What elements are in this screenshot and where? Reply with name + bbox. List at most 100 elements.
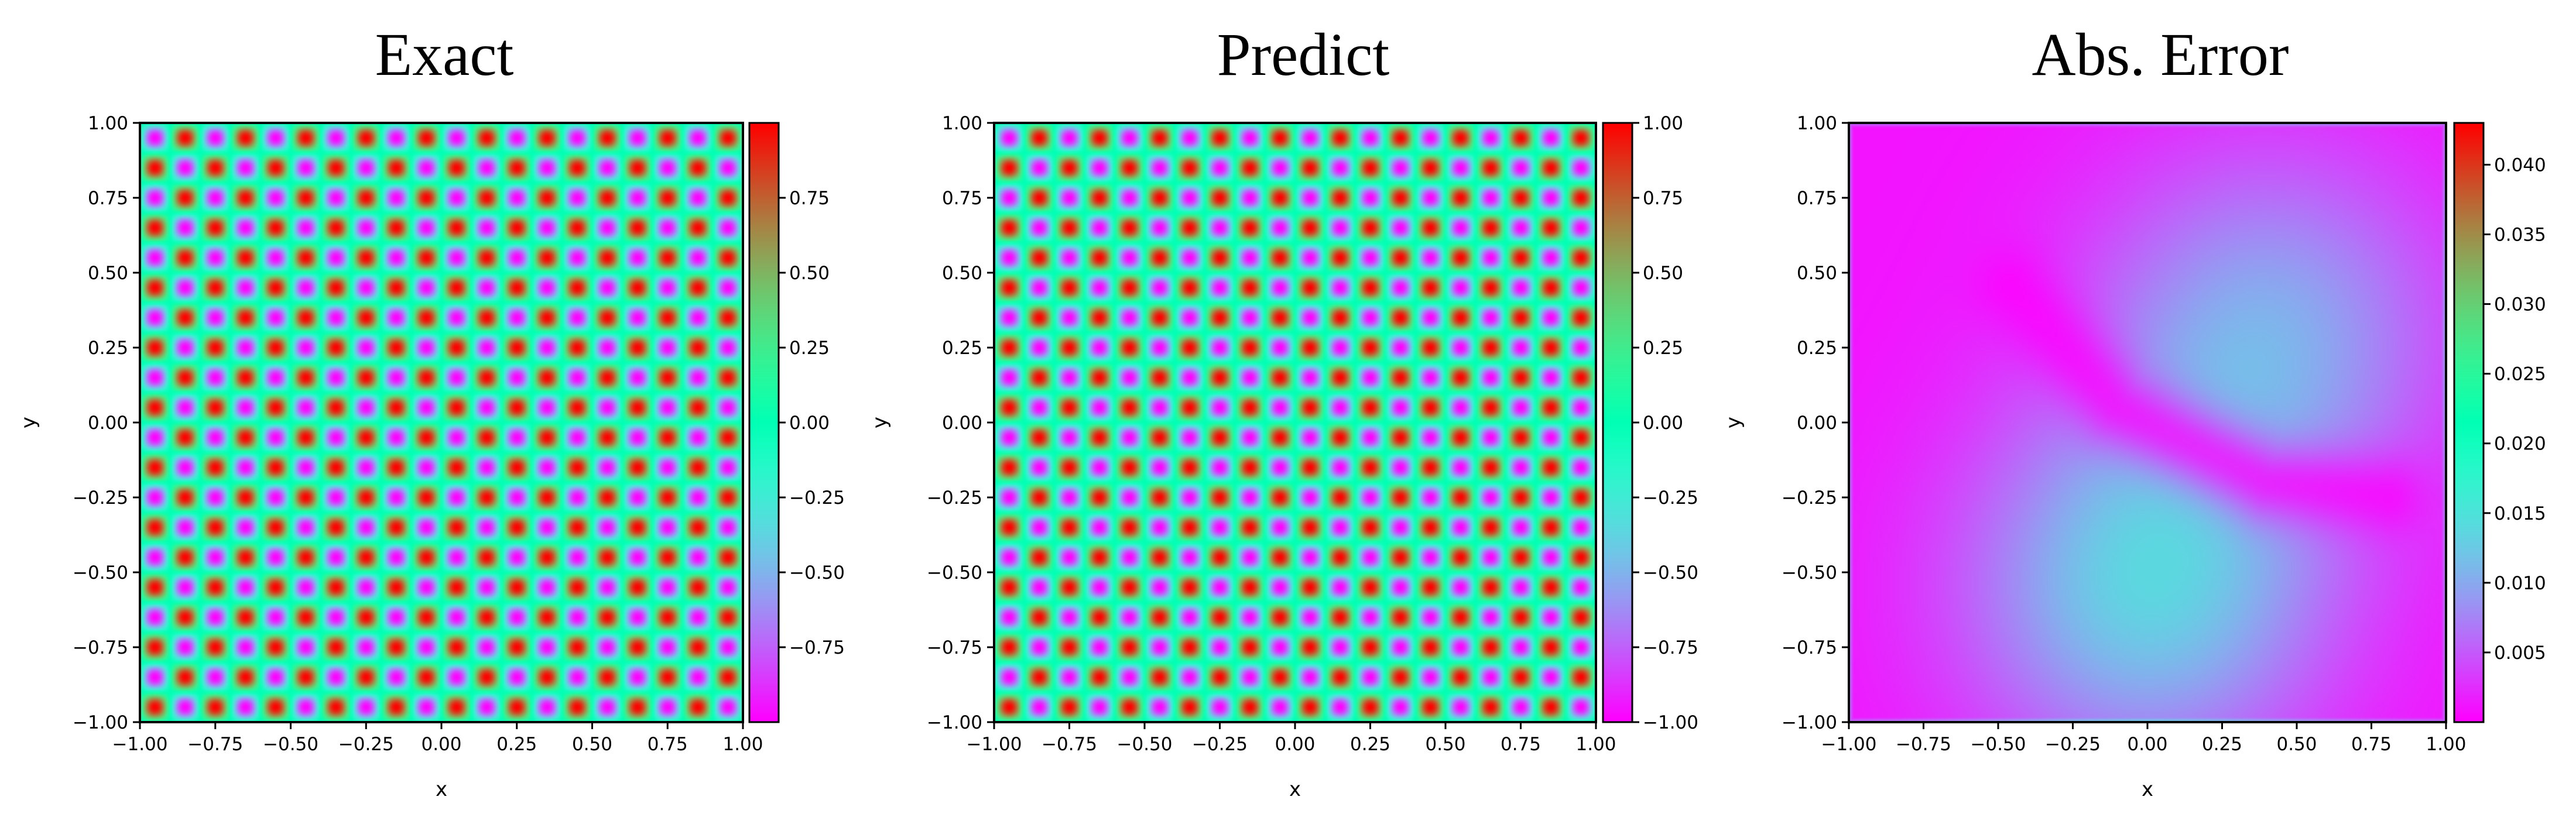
x-tick-label: 0.25 [496,734,537,755]
y-tick-label: 1.00 [1797,113,1837,134]
y-axis-label: y [868,417,892,428]
x-tick-label: 1.00 [1575,734,1616,755]
colorbar-tick-label: 0.25 [789,338,830,359]
colorbar-ticks: 0.040 0.035 0.030 0.025 0.020 0.015 0.010 0.005 [2483,154,2546,664]
x-tick-label: −0.50 [1971,734,2026,755]
y-tick-label: −0.75 [1782,637,1837,658]
x-tick-label: 0.00 [2127,734,2167,755]
y-tick-label: −0.50 [1782,562,1837,583]
y-tick-label: −1.00 [73,712,128,733]
x-tick-label: −0.25 [1192,734,1248,755]
y-tick-label: −1.00 [927,712,982,733]
x-tick-label: −1.00 [1821,734,1877,755]
y-tick-label: 1.00 [942,113,982,134]
x-tick-label: −0.50 [1117,734,1173,755]
x-tick-label: −1.00 [112,734,168,755]
x-axis-label: x [1289,778,1301,801]
x-axis: −1.00 −0.75 −0.50 −0.25 0.00 0.25 0.50 0.75 1.00 [112,722,763,755]
x-tick-label: 0.50 [2276,734,2317,755]
y-tick-label: 0.00 [1797,413,1837,434]
x-tick-label: 1.00 [722,734,763,755]
x-tick-label: 0.25 [1350,734,1390,755]
y-tick-label: 1.00 [88,113,128,134]
x-tick-label: 0.50 [572,734,612,755]
colorbar-tick-label: 0.50 [1643,263,1683,284]
colorbar-tick-label: 0.010 [2494,573,2546,594]
colorbar-ticks: 1.00 0.75 0.50 0.25 0.00 −0.25 −0.50 −0.75 −1.00 [1632,113,1698,733]
y-tick-label: −0.25 [73,487,128,509]
y-tick-label: 0.75 [88,188,128,209]
colorbar-tick-label: 0.005 [2494,643,2546,664]
heatmap-image [140,123,743,722]
y-axis-label: y [1722,417,1745,428]
x-tick-label: −0.25 [338,734,394,755]
heatmap-image [1849,123,2446,722]
panel-title: Abs. Error [2032,21,2289,88]
y-axis: 1.00 0.75 0.50 0.25 0.00 −0.25 −0.50 −0.75 −1.00 [73,113,140,733]
colorbar-tick-label: −0.50 [789,562,845,583]
y-tick-label: −0.50 [927,562,982,583]
y-axis: 1.00 0.75 0.50 0.25 0.00 −0.25 −0.50 −0.75 −1.00 [927,113,994,733]
colorbar-tick-label: 0.75 [1643,188,1683,209]
colorbar-gradient [2454,123,2483,722]
panel-predict: Predict −1.00 −0.75 −0.50 −0.25 0.00 0.25 0.50… [868,21,1698,801]
x-tick-label: −0.75 [1042,734,1097,755]
x-tick-label: −0.25 [2045,734,2101,755]
y-axis-label: y [17,417,40,428]
x-tick-label: 0.75 [648,734,688,755]
y-tick-label: 0.25 [942,338,982,359]
colorbar-tick-label: 0.030 [2494,294,2546,315]
colorbar-tick-label: 0.035 [2494,225,2546,246]
x-tick-label: −0.50 [263,734,318,755]
panel-abs-error: Abs. Error −1.00 −0.75 −0.50 −0.25 0.00 0.25 0… [1722,21,2546,801]
panel-title: Predict [1217,21,1390,88]
colorbar-tick-label: 0.040 [2494,154,2546,176]
x-tick-label: 0.00 [421,734,461,755]
y-tick-label: 0.75 [1797,188,1837,209]
x-tick-label: 0.00 [1275,734,1315,755]
colorbar-tick-label: −0.75 [1643,637,1698,658]
colorbar-tick-label: 0.00 [1643,413,1683,434]
y-tick-label: −1.00 [1782,712,1837,733]
colorbar-tick-label: −1.00 [1643,712,1698,733]
x-axis-label: x [2142,778,2153,801]
x-tick-label: 0.75 [2351,734,2392,755]
y-tick-label: 0.50 [942,263,982,284]
x-tick-label: −0.75 [1896,734,1951,755]
y-tick-label: −0.50 [73,562,128,583]
y-tick-label: 0.50 [88,263,128,284]
colorbar-tick-label: 0.025 [2494,364,2546,385]
y-tick-label: 0.25 [88,338,128,359]
y-tick-label: −0.25 [927,487,982,509]
x-tick-label: 0.25 [2202,734,2242,755]
x-tick-label: 0.50 [1425,734,1465,755]
colorbar-ticks: 0.75 0.50 0.25 0.00 −0.25 −0.50 −0.75 [779,188,845,658]
colorbar-tick-label: −0.75 [789,637,845,658]
colorbar-tick-label: −0.25 [1643,487,1698,509]
colorbar-tick-label: 1.00 [1643,113,1683,134]
y-tick-label: 0.00 [88,413,128,434]
y-axis: 1.00 0.75 0.50 0.25 0.00 −0.25 −0.50 −0.75 −1.00 [1782,113,1849,733]
heatmap-image [994,123,1596,722]
colorbar-tick-label: 0.50 [789,263,830,284]
y-tick-label: 0.25 [1797,338,1837,359]
colorbar-tick-label: −0.50 [1643,562,1698,583]
x-tick-label: −0.75 [187,734,243,755]
panel-title: Exact [375,21,514,88]
x-tick-label: −1.00 [967,734,1022,755]
x-axis-label: x [436,778,447,801]
colorbar-tick-label: 0.75 [789,188,830,209]
colorbar-tick-label: 0.015 [2494,503,2546,524]
y-tick-label: 0.75 [942,188,982,209]
y-tick-label: −0.75 [927,637,982,658]
x-axis: −1.00 −0.75 −0.50 −0.25 0.00 0.25 0.50 0.75 1.00 [1821,722,2467,755]
colorbar-frame [2453,122,2485,723]
x-tick-label: 0.75 [1501,734,1541,755]
y-tick-label: 0.00 [942,413,982,434]
colorbar-tick-label: 0.25 [1643,338,1683,359]
panel-exact: Exact −1.00 −0.75 −0.50 −0.25 0.00 0.25 0.50 0.… [17,21,845,801]
colorbar-tick-label: −0.25 [789,487,845,509]
x-tick-label: 1.00 [2426,734,2466,755]
colorbar-tick-label: 0.020 [2494,434,2546,455]
